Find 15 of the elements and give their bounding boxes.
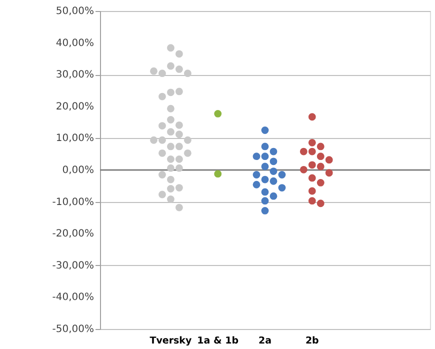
x-tick-label: 2a <box>258 336 272 346</box>
y-tick-label: 10,00% <box>56 133 94 144</box>
x-tick-label: Tversky <box>150 336 193 346</box>
y-tick-label: -50,00% <box>52 324 94 335</box>
x-tick-label: 2b <box>305 336 320 346</box>
y-tick-label: 20,00% <box>56 101 94 112</box>
y-tick-label: 30,00% <box>56 70 94 81</box>
y-tick-label: -20,00% <box>52 228 94 240</box>
y-tick-label: -10,00% <box>52 196 94 208</box>
x-tick-label: 1a & 1b <box>197 336 239 346</box>
y-tick-label: -30,00% <box>52 260 94 272</box>
y-tick-label: 50,00% <box>56 6 94 17</box>
y-tick-label: 0,00% <box>62 165 94 176</box>
y-tick-label: -40,00% <box>52 292 94 304</box>
y-tick-label: 40,00% <box>56 38 94 49</box>
